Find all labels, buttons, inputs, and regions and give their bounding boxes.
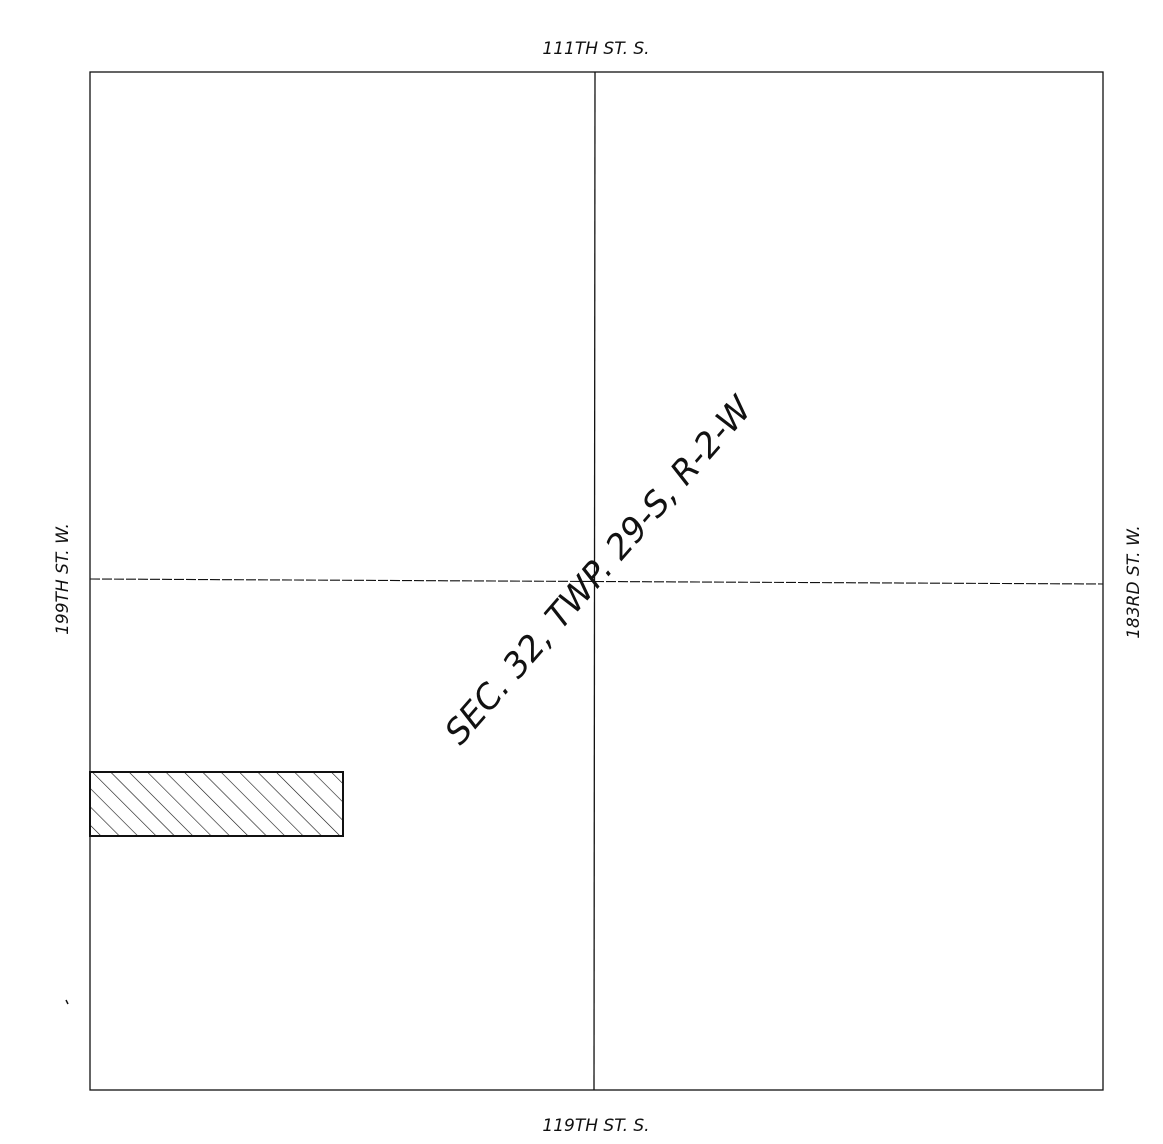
stray-mark (65, 999, 69, 1005)
section-boundary (89, 71, 1104, 1091)
north-road-label: 111TH ST. S. (542, 39, 649, 59)
section-township-range-label: SEC. 32, TWP. 29-S, R-2-W (437, 388, 761, 752)
south-road-label: 119TH ST. S. (542, 1116, 649, 1136)
horizontal-quarter-line (89, 578, 1104, 585)
west-road-label: 199TH ST. W. (53, 523, 73, 635)
east-road-label: 183RD ST. W. (1124, 525, 1144, 639)
hatched-parcel (89, 771, 344, 837)
